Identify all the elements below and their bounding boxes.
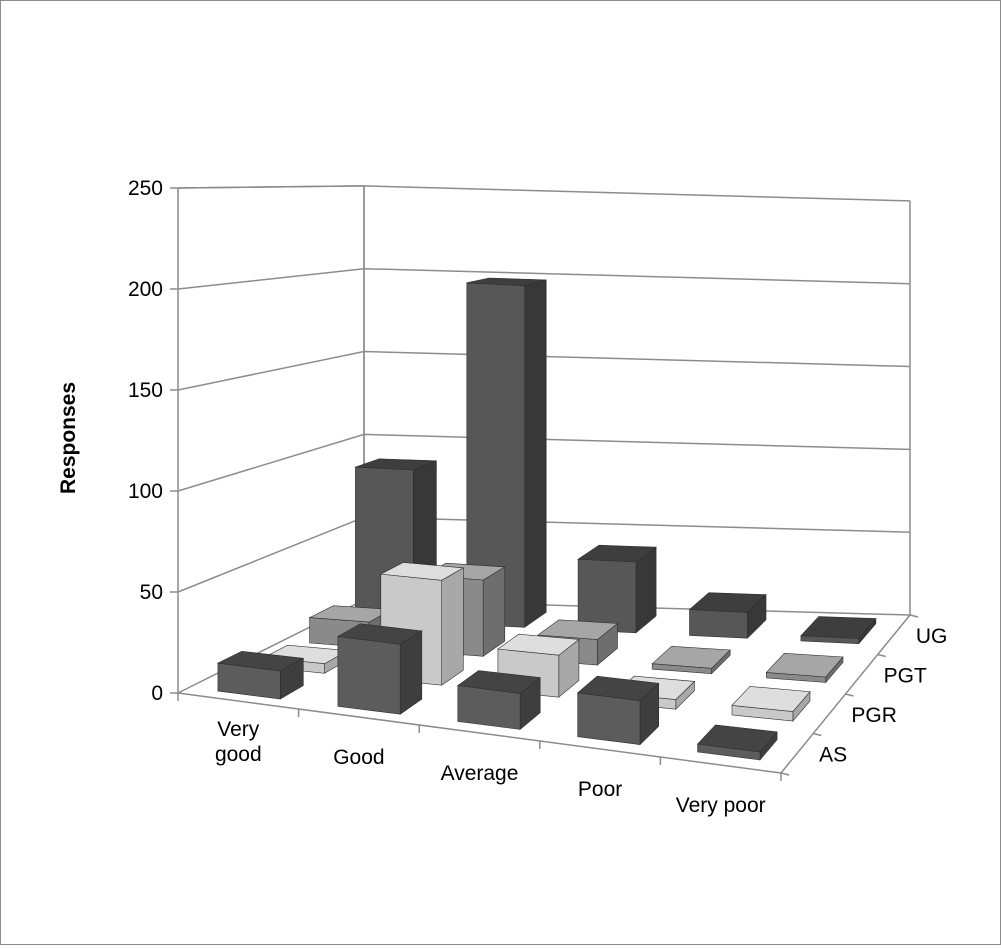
bar-top [355,458,437,471]
bar-front [577,692,641,745]
x-tick-label: Average [441,762,519,785]
gridline [177,433,911,492]
bar-side [399,630,423,715]
x-tick-label: Good [333,746,384,769]
x-tick-label-line: Very poor [676,794,766,817]
bar [576,675,660,746]
bars [216,277,877,761]
depth-tick-label: PGT [884,664,927,687]
gridline [177,350,911,391]
bar [457,670,541,731]
depth-tick-label: AS [819,743,847,766]
bar-top [731,686,811,712]
y-axis-title: Responses [57,382,80,494]
bar [800,616,877,645]
x-tick-label: Very good [215,718,262,766]
depth-tick-mark [813,732,822,737]
x-tick-label-line: Very [217,718,260,741]
x-tick-label-line: Poor [578,778,622,801]
gridline [177,267,911,290]
bar-top [379,562,465,581]
x-tick-label-line: Average [441,762,519,785]
bar [577,544,657,634]
bar-top [696,724,778,753]
x-tick-label: Poor [578,778,622,801]
bar-side [482,566,506,657]
bar-top [765,652,844,678]
y-tick-label: 200 [128,278,163,301]
bar-top [576,675,660,702]
bar-top [800,616,877,639]
bar-top [457,670,541,694]
axes [170,187,919,781]
bar-front [337,636,401,715]
depth-tick-mark [909,614,919,618]
y-tick-label: 50 [140,581,163,604]
bar [216,650,305,700]
bar-top [216,650,305,672]
bar-top [688,592,767,613]
depth-tick-mark [877,653,886,658]
bar [651,645,731,675]
bar-side [524,279,547,628]
bar-top [651,645,731,669]
x-tick-label-line: good [215,743,262,766]
depth-tick-label: UG [916,625,948,648]
bar-top [336,623,423,645]
x-tick-label: Very poor [676,794,766,817]
bar [336,623,423,715]
x-axis-line [177,692,782,774]
bar-front [689,609,748,639]
bar-top [466,277,547,287]
depth-tick-mark [780,772,790,776]
gridline [177,185,911,202]
tick-labels: 0 50 100 150 200 250 Very good Good Average Poor Ve… [128,177,947,817]
y-tick-label: 150 [128,379,163,402]
depth-tick-mark [845,693,854,697]
bar-side [441,567,464,686]
bar [731,686,811,722]
bar-top [497,633,580,656]
bar [466,277,547,628]
y-tick-label: 100 [128,480,163,503]
depth-tick-label: PGR [851,704,897,727]
bar-top [577,544,657,563]
y-tick-label: 0 [151,682,163,705]
y-tick-label: 250 [128,177,163,200]
bar [696,724,778,761]
bar [765,652,844,684]
bar [688,592,767,639]
bar-top [537,619,619,640]
x-tick-label-line: Good [333,746,384,769]
